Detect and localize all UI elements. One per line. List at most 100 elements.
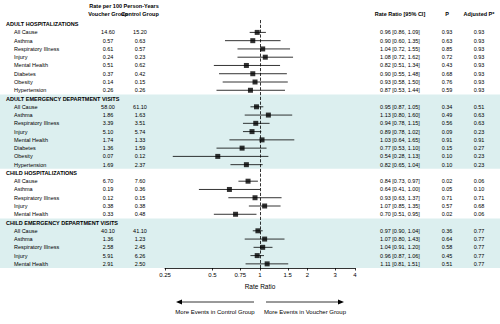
svg-text:0.38: 0.38 [135, 203, 146, 209]
svg-text:3: 3 [334, 272, 338, 278]
svg-text:Injury: Injury [14, 129, 28, 135]
svg-text:0.26: 0.26 [103, 87, 114, 93]
svg-text:1.36: 1.36 [103, 145, 114, 151]
svg-text:0.93: 0.93 [474, 87, 485, 93]
svg-text:5.10: 5.10 [103, 129, 114, 135]
svg-text:All Cause: All Cause [14, 29, 38, 35]
svg-text:0.64 [0.41, 1.00]: 0.64 [0.41, 1.00] [380, 186, 420, 192]
svg-text:1.13 [0.80, 1.60]: 1.13 [0.80, 1.60] [380, 112, 420, 118]
svg-text:Injury: Injury [14, 54, 28, 60]
svg-text:0.12: 0.12 [135, 153, 146, 159]
svg-text:0.91: 0.91 [474, 137, 485, 143]
svg-text:0.27: 0.27 [474, 145, 485, 151]
svg-text:0.51: 0.51 [474, 104, 485, 110]
svg-text:0.90 [0.55, 1.48]: 0.90 [0.55, 1.48] [380, 71, 420, 77]
svg-text:Asthma: Asthma [14, 186, 34, 192]
svg-text:0.77: 0.77 [474, 244, 485, 250]
svg-text:0.63: 0.63 [135, 38, 146, 44]
svg-text:0.87 [0.53, 1.44]: 0.87 [0.53, 1.44] [380, 87, 420, 93]
svg-text:1.08 [0.72, 1.62]: 1.08 [0.72, 1.62] [380, 54, 420, 60]
svg-text:0.93: 0.93 [442, 29, 453, 35]
svg-text:2.50: 2.50 [135, 261, 146, 267]
svg-text:0.23: 0.23 [474, 162, 485, 168]
svg-text:Hypertension: Hypertension [14, 87, 46, 93]
svg-text:Asthma: Asthma [14, 112, 34, 118]
svg-text:0.15: 0.15 [135, 79, 146, 85]
svg-text:0.90 [0.60, 1.35]: 0.90 [0.60, 1.35] [380, 38, 420, 44]
svg-text:Mental Health: Mental Health [14, 261, 48, 267]
svg-text:0.93: 0.93 [474, 38, 485, 44]
svg-text:ADULT EMERGENCY DEPARTMENT VIS: ADULT EMERGENCY DEPARTMENT VISITS [6, 96, 120, 102]
svg-text:0.33: 0.33 [103, 211, 114, 217]
svg-text:Mental Health: Mental Health [14, 137, 48, 143]
svg-text:1.07 [0.80, 1.43]: 1.07 [0.80, 1.43] [380, 236, 420, 242]
svg-text:0.51: 0.51 [442, 261, 453, 267]
svg-text:0.57: 0.57 [442, 203, 453, 209]
svg-text:0.97 [0.90, 1.04]: 0.97 [0.90, 1.04] [380, 228, 420, 234]
svg-text:0.68: 0.68 [474, 203, 485, 209]
svg-text:0.61: 0.61 [103, 46, 114, 52]
svg-text:0.06: 0.06 [474, 178, 485, 184]
svg-text:0.96 [0.87, 1.06]: 0.96 [0.87, 1.06] [380, 253, 420, 259]
svg-text:3.39: 3.39 [103, 120, 114, 126]
svg-text:1.5: 1.5 [284, 272, 293, 278]
svg-text:0.93: 0.93 [474, 71, 485, 77]
svg-text:0.15: 0.15 [442, 145, 453, 151]
svg-text:0.82 [0.51, 1.34]: 0.82 [0.51, 1.34] [380, 62, 420, 68]
svg-text:0.02: 0.02 [442, 178, 453, 184]
svg-text:0.56: 0.56 [442, 120, 453, 126]
svg-text:5.74: 5.74 [135, 129, 146, 135]
svg-text:Mental Health: Mental Health [14, 62, 48, 68]
svg-text:P: P [445, 11, 449, 17]
svg-text:1: 1 [258, 272, 262, 278]
svg-text:3.51: 3.51 [135, 120, 146, 126]
svg-text:0.93: 0.93 [474, 46, 485, 52]
svg-text:0.12: 0.12 [103, 195, 114, 201]
svg-text:Hypertension: Hypertension [14, 162, 46, 168]
svg-text:0.85: 0.85 [442, 46, 453, 52]
svg-text:0.25: 0.25 [159, 272, 171, 278]
svg-text:0.23: 0.23 [474, 129, 485, 135]
svg-text:0.94 [0.78, 1.15]: 0.94 [0.78, 1.15] [380, 120, 420, 126]
svg-text:1.36: 1.36 [103, 236, 114, 242]
svg-text:6.70: 6.70 [103, 178, 114, 184]
svg-text:0.63: 0.63 [474, 120, 485, 126]
svg-text:0.57: 0.57 [103, 38, 114, 44]
svg-text:0.71: 0.71 [442, 195, 453, 201]
svg-text:15.20: 15.20 [133, 29, 147, 35]
svg-text:All Cause: All Cause [14, 228, 38, 234]
svg-text:0.77: 0.77 [474, 236, 485, 242]
svg-text:All Cause: All Cause [14, 178, 38, 184]
svg-text:0.84 [0.73, 0.97]: 0.84 [0.73, 0.97] [380, 178, 420, 184]
svg-text:0.48: 0.48 [135, 211, 146, 217]
svg-text:0.58: 0.58 [442, 244, 453, 250]
svg-text:0.51: 0.51 [103, 62, 114, 68]
svg-text:0.64: 0.64 [442, 236, 453, 242]
svg-text:41.10: 41.10 [133, 228, 147, 234]
svg-text:2.37: 2.37 [135, 162, 146, 168]
svg-text:0.77: 0.77 [474, 253, 485, 259]
svg-text:0.23: 0.23 [135, 54, 146, 60]
svg-text:40.10: 40.10 [101, 228, 115, 234]
svg-text:Respiratory Illness: Respiratory Illness [14, 120, 59, 126]
svg-text:58.00: 58.00 [101, 104, 115, 110]
svg-text:ADULT HOSPITALIZATIONS: ADULT HOSPITALIZATIONS [6, 21, 79, 27]
svg-text:0.24: 0.24 [103, 54, 114, 60]
svg-text:0.36: 0.36 [135, 186, 146, 192]
svg-text:0.54 [0.28, 1.13]: 0.54 [0.28, 1.13] [380, 153, 420, 159]
svg-text:0.5: 0.5 [208, 272, 217, 278]
svg-text:0.89 [0.78, 1.02]: 0.89 [0.78, 1.02] [380, 129, 420, 135]
svg-text:Control Group: Control Group [121, 11, 159, 17]
svg-text:Asthma: Asthma [14, 38, 34, 44]
svg-text:0.34: 0.34 [442, 104, 453, 110]
svg-text:Respiratory Illness: Respiratory Illness [14, 195, 59, 201]
svg-text:0.07: 0.07 [103, 153, 114, 159]
svg-text:0.49: 0.49 [442, 112, 453, 118]
svg-text:0.71: 0.71 [474, 195, 485, 201]
svg-text:0.42: 0.42 [135, 71, 146, 77]
svg-text:0.77: 0.77 [474, 228, 485, 234]
svg-text:CHILD HOSPITALIZATIONS: CHILD HOSPITALIZATIONS [6, 170, 77, 176]
svg-text:0.95 [0.87, 1.05]: 0.95 [0.87, 1.05] [380, 104, 420, 110]
svg-text:0.77 [0.53, 1.10]: 0.77 [0.53, 1.10] [380, 145, 420, 151]
svg-text:1.03 [0.64, 1.65]: 1.03 [0.64, 1.65] [380, 137, 420, 143]
